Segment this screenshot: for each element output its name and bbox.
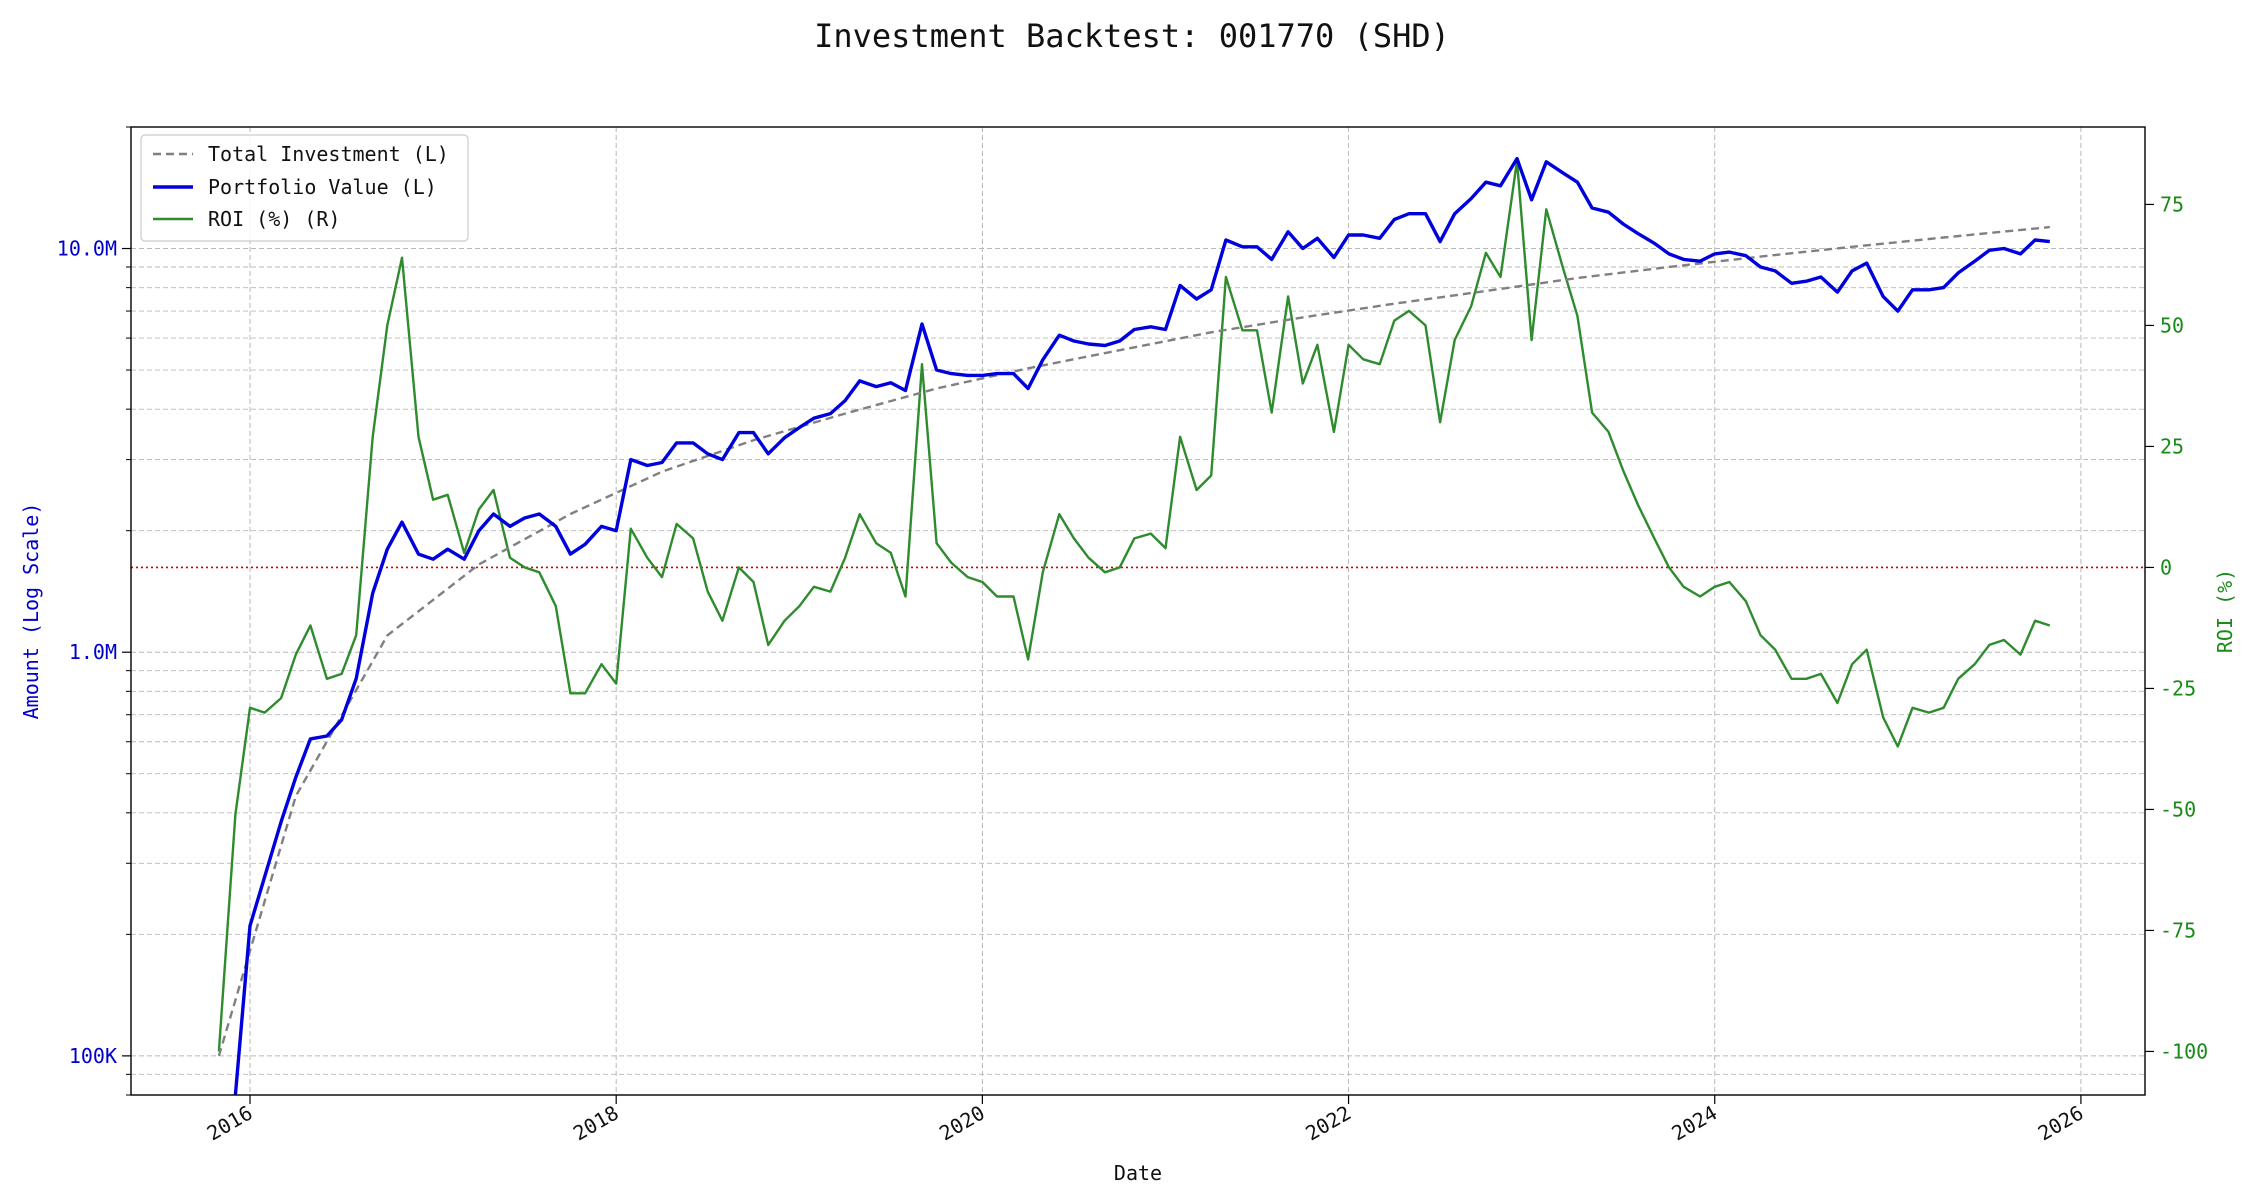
y-left-tick-label: 1.0M (69, 640, 117, 664)
x-tick-label: 2018 (569, 1101, 623, 1146)
y-right-tick-label: 50 (2160, 313, 2184, 337)
series-layer (217, 156, 2051, 1096)
legend: Total Investment (L) Portfolio Value (L)… (140, 134, 469, 242)
legend-label-portfolio-value: Portfolio Value (L) (208, 175, 437, 199)
grid-lines (131, 126, 2145, 1096)
y-right-tick-label: -100 (2160, 1039, 2208, 1063)
y-right-tick-label: 0 (2160, 555, 2172, 579)
legend-label-roi: ROI (%) (R) (208, 207, 340, 231)
x-tick-label: 2024 (1668, 1101, 1722, 1146)
y-left-tick-label: 100K (69, 1044, 117, 1068)
y-right-axis-label: ROI (%) (2213, 569, 2237, 653)
y-right-tick-label: -50 (2160, 797, 2196, 821)
y-right-tick-label: -75 (2160, 918, 2196, 942)
x-tick-label: 2020 (935, 1101, 989, 1146)
x-axis-label: Date (1114, 1161, 1162, 1185)
x-tick-label: 2022 (1301, 1101, 1355, 1146)
roi-line (217, 159, 2051, 1052)
plot-frame (130, 126, 2146, 1096)
chart-title: Investment Backtest: 001770 (SHD) (814, 17, 1450, 55)
y-right-tick-label: -25 (2160, 676, 2196, 700)
legend-label-total-investment: Total Investment (L) (208, 142, 449, 166)
y-left-tick-label: 10.0M (57, 237, 117, 261)
total-investment-line (217, 225, 2050, 1057)
ticks-layer: 100K 1.0M 10.0M -100 -75 -50 -25 0 25 50 75 2016 201… (57, 126, 2208, 1146)
portfolio-value-line (233, 156, 2050, 1096)
y-right-tick-label: 75 (2160, 192, 2184, 216)
legend-box (140, 134, 469, 242)
y-right-tick-label: 25 (2160, 434, 2184, 458)
x-tick-label: 2016 (203, 1101, 257, 1146)
y-left-axis-label: Amount (Log Scale) (19, 503, 43, 720)
x-tick-label: 2026 (2034, 1101, 2088, 1146)
